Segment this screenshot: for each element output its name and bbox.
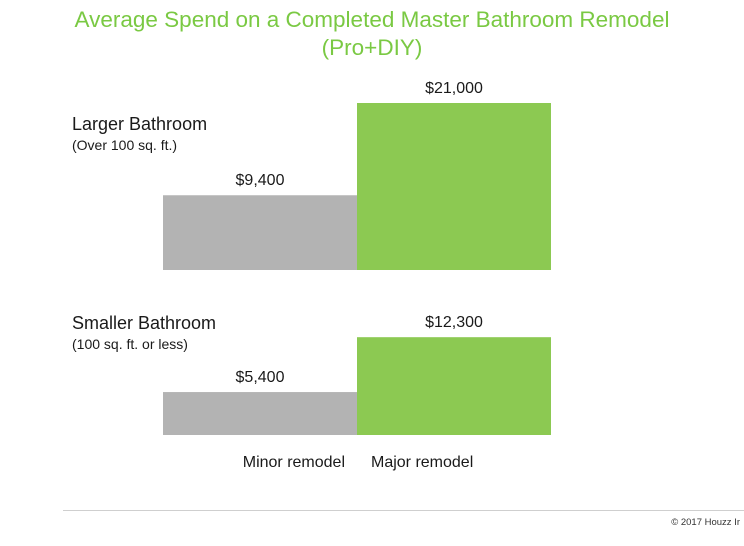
category-label-major: Major remodel <box>371 454 473 471</box>
value-label-larger-major: $21,000 <box>425 80 483 97</box>
group-sublabel-smaller: (100 sq. ft. or less) <box>72 336 188 352</box>
category-label-minor: Minor remodel <box>243 454 345 471</box>
chart-title: Average Spend on a Completed Master Bath… <box>0 6 744 62</box>
value-label-smaller-minor: $5,400 <box>236 369 285 386</box>
chart-title-line-2: (Pro+DIY) <box>321 35 423 60</box>
bar-smaller-major <box>357 337 551 435</box>
bar-larger-major <box>357 103 551 270</box>
chart-title-line-1: Average Spend on a Completed Master Bath… <box>74 7 670 32</box>
bar-smaller-minor <box>163 392 357 435</box>
group-label-smaller: Smaller Bathroom <box>72 313 216 333</box>
bar-larger-minor <box>163 195 357 270</box>
group-sublabel-larger: (Over 100 sq. ft.) <box>72 137 177 153</box>
value-label-smaller-major: $12,300 <box>425 314 483 331</box>
copyright-text: © 2017 Houzz Ir <box>671 517 740 528</box>
footer-divider <box>63 510 744 511</box>
value-label-larger-minor: $9,400 <box>236 172 285 189</box>
group-label-larger: Larger Bathroom <box>72 114 207 134</box>
